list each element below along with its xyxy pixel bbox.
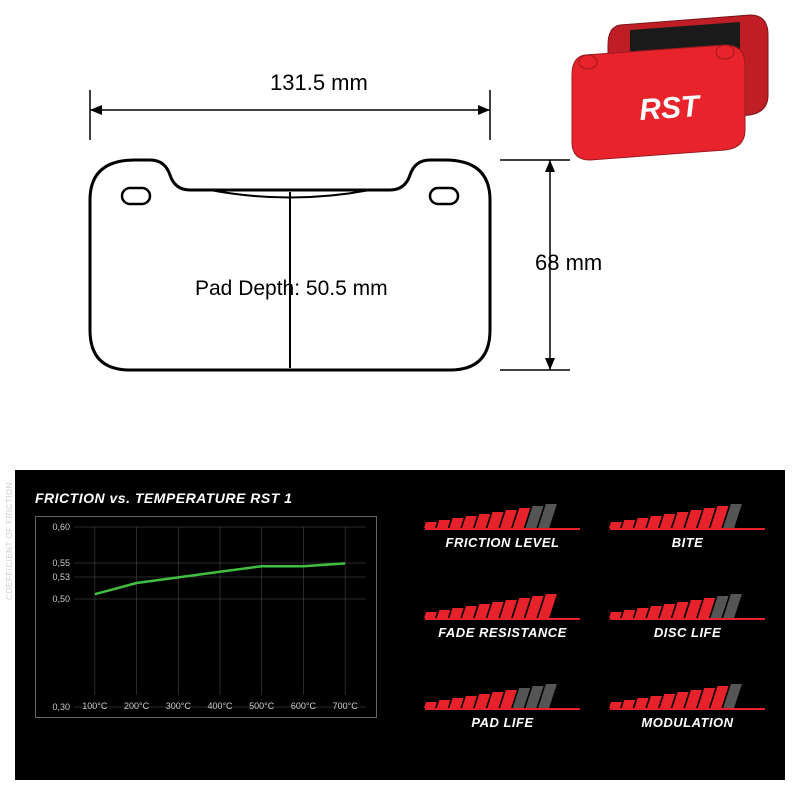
rating-bar <box>424 612 437 618</box>
friction-chart-area: FRICTION vs. TEMPERATURE RST 1 COEFFICIE… <box>15 470 415 780</box>
rating-bars <box>610 680 765 710</box>
svg-text:0,60: 0,60 <box>52 522 70 532</box>
rating-bar <box>424 522 437 528</box>
svg-text:500°C: 500°C <box>249 701 275 711</box>
rating-label: FADE RESISTANCE <box>425 625 580 640</box>
rating-bar <box>437 520 451 528</box>
performance-panel: FRICTION vs. TEMPERATURE RST 1 COEFFICIE… <box>15 470 785 780</box>
rating-block: MODULATION <box>610 680 765 750</box>
rating-bar <box>609 522 622 528</box>
svg-text:0,53: 0,53 <box>52 572 70 582</box>
chart-box: 0,60 0,55 0,53 0,50 0,30 100°C 200°C 300°C 400°C… <box>35 516 377 718</box>
rating-bars <box>425 680 580 710</box>
rating-bars <box>610 590 765 620</box>
rating-bar <box>622 610 636 618</box>
product-thumbnail: RST <box>560 0 780 170</box>
rating-bars <box>610 500 765 530</box>
svg-text:0,30: 0,30 <box>52 702 70 712</box>
rating-block: FADE RESISTANCE <box>425 590 580 660</box>
chart-title: FRICTION vs. TEMPERATURE RST 1 <box>35 490 405 506</box>
technical-drawing-region: 131.5 mm 68 mm Pad Depth: 50.5 mm RST <box>0 0 800 460</box>
ratings-grid: FRICTION LEVEL BITE FADE RESISTANCE DISC LI… <box>415 470 785 780</box>
svg-text:300°C: 300°C <box>166 701 192 711</box>
rating-bars <box>425 590 580 620</box>
rating-label: MODULATION <box>610 715 765 730</box>
svg-text:600°C: 600°C <box>291 701 317 711</box>
rating-label: FRICTION LEVEL <box>425 535 580 550</box>
svg-text:0,55: 0,55 <box>52 558 70 568</box>
rating-bar <box>609 702 622 708</box>
svg-text:700°C: 700°C <box>333 701 359 711</box>
rating-bar <box>622 520 636 528</box>
rating-block: FRICTION LEVEL <box>425 500 580 570</box>
rating-label: PAD LIFE <box>425 715 580 730</box>
rating-block: BITE <box>610 500 765 570</box>
chart-ylabel: COEFFICIENT OF FRICTION <box>5 482 14 600</box>
pad-depth-label: Pad Depth: 50.5 mm <box>195 277 388 300</box>
rating-block: PAD LIFE <box>425 680 580 750</box>
rating-label: BITE <box>610 535 765 550</box>
svg-text:400°C: 400°C <box>207 701 233 711</box>
rating-bar <box>437 610 451 618</box>
pad-dimension-drawing: 131.5 mm 68 mm Pad Depth: 50.5 mm <box>60 60 620 460</box>
rating-bar <box>622 700 636 708</box>
rating-bar <box>609 612 622 618</box>
height-dimension: 68 mm <box>535 250 602 275</box>
width-dimension: 131.5 mm <box>270 70 368 95</box>
rating-bars <box>425 500 580 530</box>
rating-label: DISC LIFE <box>610 625 765 640</box>
rating-bar <box>424 702 437 708</box>
svg-text:200°C: 200°C <box>124 701 150 711</box>
brand-logo: RST <box>638 90 703 127</box>
rating-block: DISC LIFE <box>610 590 765 660</box>
svg-text:0,50: 0,50 <box>52 594 70 604</box>
svg-text:100°C: 100°C <box>82 701 108 711</box>
friction-chart-svg: 0,60 0,55 0,53 0,50 0,30 100°C 200°C 300°C 400°C… <box>36 517 376 717</box>
rating-bar <box>437 700 451 708</box>
